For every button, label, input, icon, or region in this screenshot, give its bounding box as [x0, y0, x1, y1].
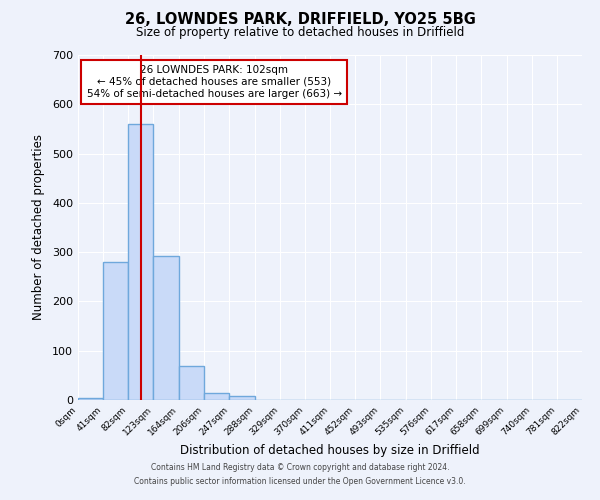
Text: Size of property relative to detached houses in Driffield: Size of property relative to detached ho…	[136, 26, 464, 39]
Bar	[205, 393, 229, 400]
X-axis label: Distribution of detached houses by size in Driffield: Distribution of detached houses by size …	[180, 444, 480, 457]
Text: Contains public sector information licensed under the Open Government Licence v3: Contains public sector information licen…	[134, 477, 466, 486]
Bar	[154, 256, 179, 400]
Y-axis label: Number of detached properties: Number of detached properties	[32, 134, 45, 320]
Text: Contains HM Land Registry data © Crown copyright and database right 2024.: Contains HM Land Registry data © Crown c…	[151, 464, 449, 472]
Bar	[229, 396, 254, 400]
Bar	[78, 398, 103, 400]
Bar	[103, 262, 128, 400]
Text: 26 LOWNDES PARK: 102sqm
← 45% of detached houses are smaller (553)
54% of semi-d: 26 LOWNDES PARK: 102sqm ← 45% of detache…	[86, 66, 341, 98]
Bar	[179, 366, 203, 400]
Text: 26, LOWNDES PARK, DRIFFIELD, YO25 5BG: 26, LOWNDES PARK, DRIFFIELD, YO25 5BG	[125, 12, 475, 28]
Bar	[128, 124, 154, 400]
